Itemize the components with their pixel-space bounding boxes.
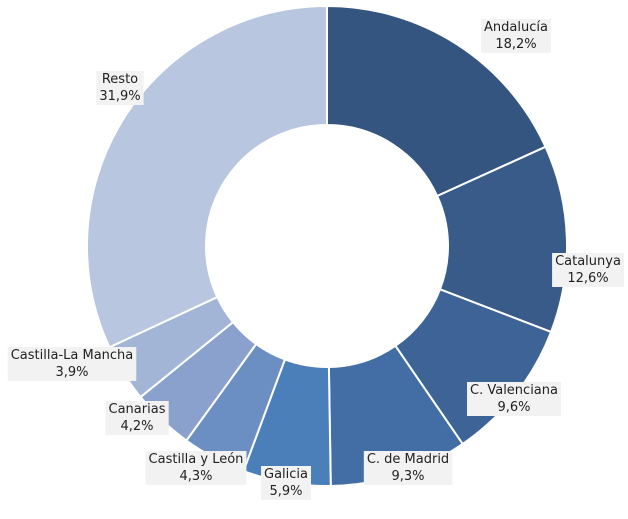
data-label-category: Galicia (264, 467, 308, 482)
data-label-category: Catalunya (555, 254, 621, 269)
data-label-background (481, 19, 551, 53)
data-label-value: 4,3% (179, 469, 212, 484)
data-label-castilla-la-mancha: Castilla-La Mancha 3,9% (7, 347, 137, 381)
data-label-background (261, 466, 311, 500)
data-label-category: Castilla-La Mancha (11, 348, 134, 363)
data-label-value: 5,9% (269, 484, 302, 499)
slice-resto (86, 4, 328, 349)
data-labels: Andalucía 18,2% Catalunya 12,6% C. Valencian… (7, 19, 624, 500)
data-label-canarias: Canarias 4,2% (105, 401, 169, 435)
data-label-resto: Resto 31,9% (96, 71, 144, 105)
data-label-category: Resto (102, 72, 138, 87)
data-label-category: C. Valenciana (470, 383, 558, 398)
data-label-category: C. de Madrid (367, 452, 449, 467)
data-label-background (552, 253, 624, 287)
data-label-category: Canarias (109, 402, 166, 417)
data-label-background (105, 401, 169, 435)
data-label-value: 18,2% (495, 37, 536, 52)
data-label-value: 31,9% (99, 89, 140, 104)
data-label-background (145, 451, 247, 485)
data-label-andalucia: Andalucía 18,2% (481, 19, 551, 53)
data-label-value: 9,6% (497, 400, 530, 415)
data-label-background (96, 71, 144, 105)
data-label-c-valenciana: C. Valenciana 9,6% (467, 382, 561, 416)
data-label-category: Andalucía (484, 20, 548, 35)
data-label-castilla-y-leon: Castilla y León 4,3% (145, 451, 247, 485)
data-label-c-de-madrid: C. de Madrid 9,3% (363, 451, 453, 485)
data-label-value: 12,6% (567, 271, 608, 286)
data-label-background (363, 451, 453, 485)
data-label-value: 9,3% (391, 469, 424, 484)
data-label-catalunya: Catalunya 12,6% (552, 253, 624, 287)
data-label-background (7, 347, 137, 381)
data-label-background (467, 382, 561, 416)
slice-andalucia (326, 4, 547, 198)
data-label-category: Castilla y León (149, 452, 244, 467)
data-label-galicia: Galicia 5,9% (261, 466, 311, 500)
data-label-value: 4,2% (120, 419, 153, 434)
data-label-value: 3,9% (55, 365, 88, 380)
